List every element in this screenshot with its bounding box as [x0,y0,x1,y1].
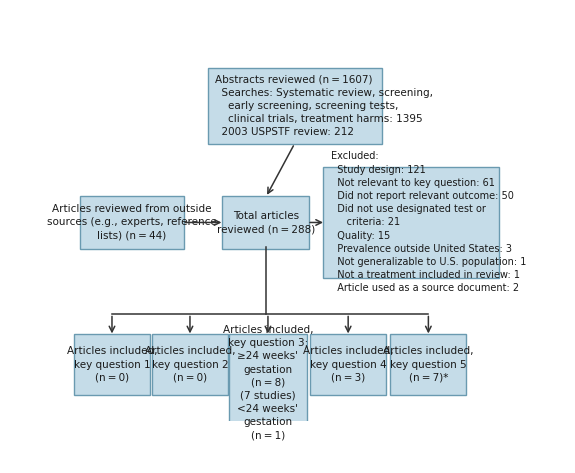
Text: Articles included,
key question 1
(n = 0): Articles included, key question 1 (n = 0… [67,346,157,383]
Text: Articles included,
key question 2
(n = 0): Articles included, key question 2 (n = 0… [145,346,235,383]
FancyBboxPatch shape [229,334,307,431]
FancyBboxPatch shape [152,334,228,394]
Text: Articles included,
key question 4
(n = 3): Articles included, key question 4 (n = 3… [303,346,393,383]
FancyBboxPatch shape [208,68,382,144]
FancyBboxPatch shape [323,167,500,278]
FancyBboxPatch shape [80,196,185,249]
FancyBboxPatch shape [310,334,386,394]
FancyBboxPatch shape [223,196,309,249]
Text: Total articles
reviewed (n = 288): Total articles reviewed (n = 288) [217,211,315,234]
Text: Abstracts reviewed (n = 1607)
  Searches: Systematic review, screening,
    earl: Abstracts reviewed (n = 1607) Searches: … [216,75,434,137]
FancyBboxPatch shape [74,334,150,394]
Text: Articles included,
key question 3:
≥24 weeks'
gestation
(n = 8)
(7 studies)
<24 : Articles included, key question 3: ≥24 w… [223,325,313,440]
Text: Articles reviewed from outside
sources (e.g., experts, reference
lists) (n = 44): Articles reviewed from outside sources (… [47,204,217,241]
Text: Excluded:
  Study design: 121
  Not relevant to key question: 61
  Did not repor: Excluded: Study design: 121 Not relevant… [331,151,526,293]
Text: Articles included,
key question 5
(n = 7)*: Articles included, key question 5 (n = 7… [383,346,474,383]
FancyBboxPatch shape [390,334,466,394]
